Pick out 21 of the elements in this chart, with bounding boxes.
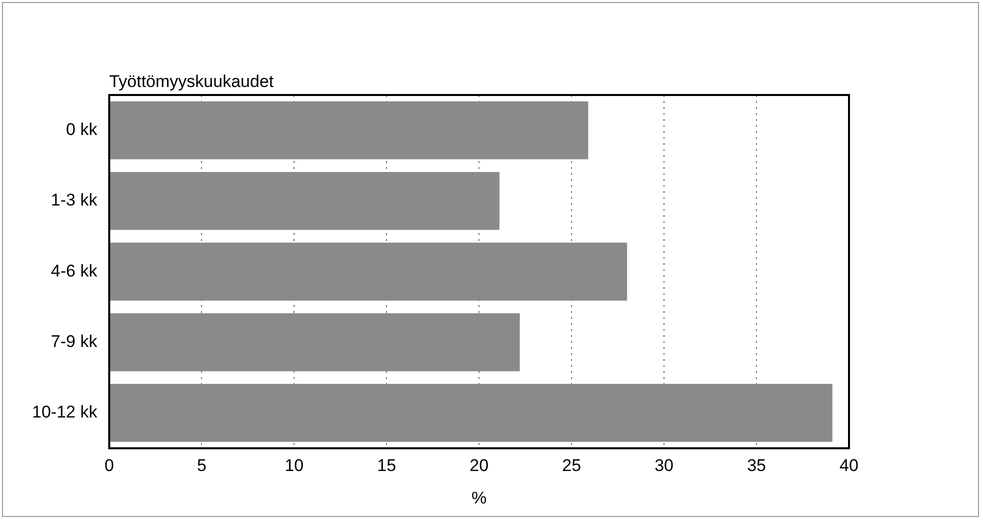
y-tick-label: 10-12 kk — [32, 402, 98, 422]
y-tick-label: 4-6 kk — [50, 261, 98, 280]
bar — [110, 101, 588, 160]
x-tick-label: 30 — [654, 456, 674, 476]
x-tick-label: 10 — [284, 456, 304, 476]
y-axis-title: Työttömyyskuukaudet — [109, 72, 274, 92]
y-tick-label: 1-3 kk — [50, 190, 98, 210]
x-tick-label: 40 — [840, 456, 858, 476]
y-tick-label: 0 kk — [66, 120, 98, 140]
bar — [110, 172, 500, 230]
x-axis-title: % — [472, 488, 487, 508]
x-tick-label: 25 — [562, 456, 582, 476]
x-tick-label: 0 — [104, 456, 114, 476]
x-tick-label: 20 — [470, 456, 489, 476]
x-tick-label: 15 — [377, 456, 396, 476]
y-tick-label: 7-9 kk — [50, 332, 98, 351]
x-tick-label: 5 — [196, 456, 206, 476]
x-tick-label: 35 — [747, 456, 766, 476]
bar — [110, 384, 832, 442]
bar — [110, 242, 628, 301]
bar — [110, 313, 520, 372]
